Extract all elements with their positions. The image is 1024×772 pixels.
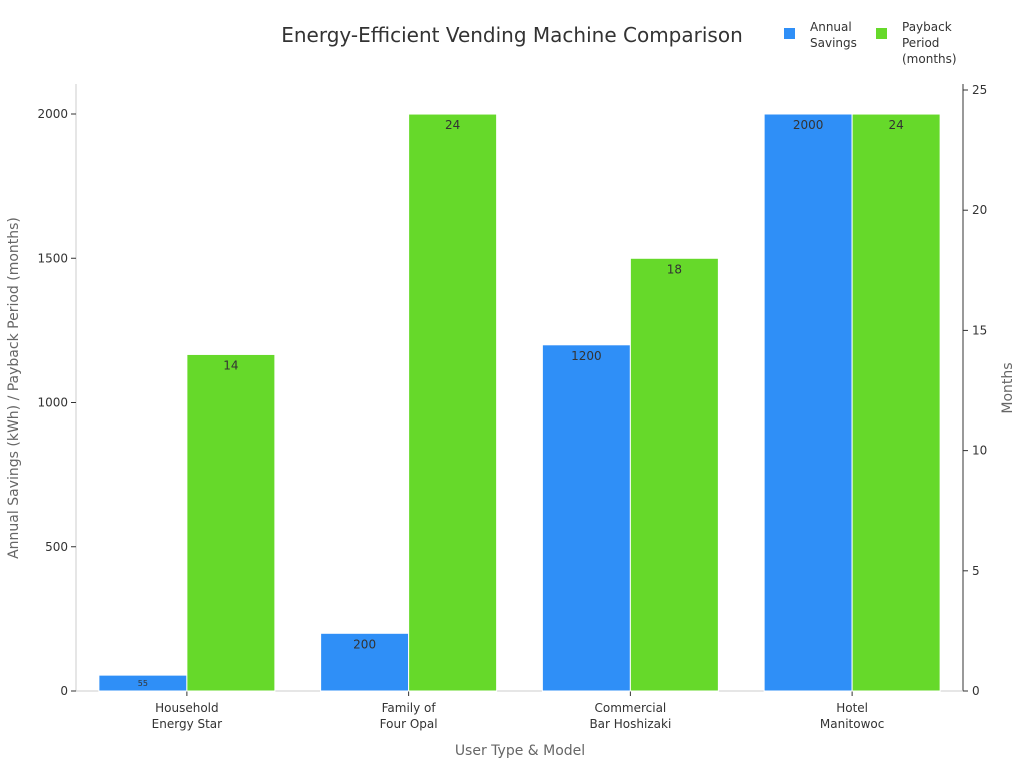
bar-payback-period bbox=[851, 113, 941, 692]
legend-label: Payback bbox=[902, 20, 952, 34]
chart-title: Energy-Efficient Vending Machine Compari… bbox=[281, 23, 743, 47]
bar-annual-savings bbox=[763, 113, 853, 692]
y2-axis-label: Months bbox=[1000, 362, 1016, 413]
y-tick-label: 1500 bbox=[37, 251, 68, 265]
bar-annual-savings bbox=[541, 344, 631, 692]
y2-tick-label: 25 bbox=[972, 83, 987, 97]
y2-tick-label: 20 bbox=[972, 203, 987, 217]
y2-tick-label: 15 bbox=[972, 323, 987, 337]
x-tick-label: Commercial bbox=[594, 701, 666, 715]
data-label: 1200 bbox=[571, 349, 602, 363]
legend: Annual Savings Payback Period (months) bbox=[784, 20, 957, 66]
y-tick-label: 2000 bbox=[37, 107, 68, 121]
y-tick-label: 1000 bbox=[37, 396, 68, 410]
data-label: 55 bbox=[138, 679, 148, 688]
legend-label: Savings bbox=[810, 36, 857, 50]
legend-swatch bbox=[876, 28, 887, 39]
data-label: 24 bbox=[888, 118, 903, 132]
legend-label: Period bbox=[902, 36, 939, 50]
data-label: 18 bbox=[667, 262, 682, 276]
legend-swatch bbox=[784, 28, 795, 39]
bar-payback-period bbox=[629, 257, 719, 692]
y-axis-label: Annual Savings (kWh) / Payback Period (m… bbox=[6, 217, 22, 559]
x-tick-label: Family of bbox=[382, 701, 437, 715]
x-axis-label: User Type & Model bbox=[455, 743, 585, 759]
x-tick-label: Manitowoc bbox=[820, 717, 884, 731]
bar-payback-period bbox=[186, 353, 276, 692]
y2-tick-label: 10 bbox=[972, 444, 987, 458]
y-tick-label: 500 bbox=[45, 540, 68, 554]
bar-annual-savings bbox=[320, 632, 410, 692]
y2-tick-label: 5 bbox=[972, 564, 980, 578]
x-tick-label: Four Opal bbox=[380, 717, 438, 731]
data-label: 2000 bbox=[793, 118, 824, 132]
data-label: 200 bbox=[353, 637, 376, 651]
legend-label: (months) bbox=[902, 52, 957, 66]
x-tick-label: Bar Hoshizaki bbox=[589, 717, 671, 731]
x-tick-label: Energy Star bbox=[152, 717, 223, 731]
legend-label: Annual bbox=[810, 20, 852, 34]
y2-tick-label: 0 bbox=[972, 684, 980, 698]
data-label: 24 bbox=[445, 118, 460, 132]
data-label: 14 bbox=[223, 358, 238, 372]
bar-payback-period bbox=[408, 113, 498, 692]
x-tick-label: Hotel bbox=[836, 701, 868, 715]
y-tick-label: 0 bbox=[60, 684, 68, 698]
x-tick-label: Household bbox=[155, 701, 219, 715]
